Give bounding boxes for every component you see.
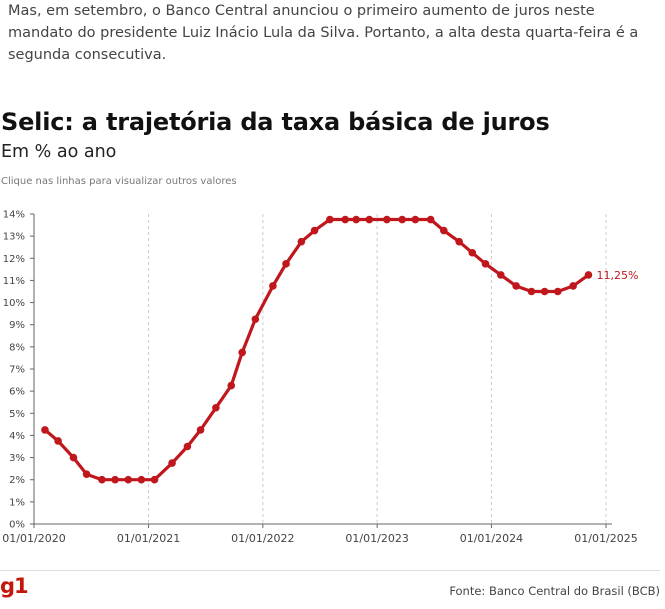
intro-paragraph: Mas, em setembro, o Banco Central anunci… [8, 3, 639, 63]
selic-data-point[interactable] [569, 282, 577, 290]
selic-data-point[interactable] [251, 315, 260, 323]
selic-data-point[interactable] [481, 260, 490, 268]
selic-data-point[interactable] [455, 237, 463, 246]
selic-data-point[interactable] [411, 215, 420, 224]
selic-data-point[interactable] [124, 475, 133, 484]
y-tick-label: 7% [9, 365, 25, 376]
x-tick-label: 01/01/2023 [345, 532, 408, 545]
selic-data-point[interactable] [69, 453, 78, 462]
selic-data-point[interactable] [282, 260, 290, 268]
y-tick-label: 4% [9, 431, 25, 442]
selic-data-point[interactable] [297, 237, 306, 246]
selic-line-chart[interactable]: 0% 1% 2% 3% 4% 5% 6% 7% 8% 9% 10% 11% 12% 13% 14% 01/01… [0, 200, 665, 555]
selic-data-point[interactable] [150, 475, 159, 484]
selic-data-point[interactable] [540, 287, 549, 296]
selic-data-point[interactable] [426, 215, 435, 224]
selic-data-point[interactable] [212, 403, 220, 412]
selic-data-point[interactable] [512, 282, 520, 290]
chart-hint: Clique nas linhas para visualizar outros… [1, 176, 237, 187]
y-tick-label: 1% [9, 497, 25, 508]
y-tick-label: 12% [3, 254, 25, 265]
selic-data-point[interactable] [111, 475, 119, 484]
end-value-label: 11,25% [596, 269, 638, 282]
y-tick-label: 0% [9, 520, 25, 531]
selic-data-point[interactable] [341, 215, 350, 224]
y-tick-label: 2% [9, 475, 25, 486]
selic-data-point[interactable] [310, 226, 319, 235]
y-tick-label: 3% [9, 453, 25, 464]
footer-divider [0, 570, 660, 571]
y-tick-label: 11% [3, 276, 25, 287]
selic-data-point[interactable] [440, 226, 448, 235]
y-tick-label: 9% [9, 320, 25, 331]
selic-data-point[interactable] [497, 271, 505, 279]
selic-data-point[interactable] [398, 215, 406, 224]
selic-data-point[interactable] [183, 442, 192, 451]
selic-data-point[interactable] [527, 287, 536, 296]
x-tick-label: 01/01/2020 [2, 532, 65, 545]
selic-data-point[interactable] [238, 348, 246, 357]
selic-data-point[interactable] [365, 215, 374, 224]
y-tick-label: 13% [3, 232, 25, 243]
selic-data-point[interactable] [227, 381, 236, 390]
selic-data-point[interactable] [468, 248, 477, 257]
selic-data-point[interactable] [41, 426, 49, 434]
selic-data-point[interactable] [584, 271, 593, 279]
x-tick-label: 01/01/2021 [117, 532, 180, 545]
x-tick-label: 01/01/2025 [574, 532, 637, 545]
x-tick-label: 01/01/2024 [460, 532, 523, 545]
selic-data-point[interactable] [269, 282, 277, 290]
x-tick-label: 01/01/2022 [231, 532, 294, 545]
selic-data-point[interactable] [98, 475, 106, 484]
selic-data-point[interactable] [196, 426, 205, 434]
selic-data-point[interactable] [168, 459, 176, 467]
y-tick-label: 10% [3, 298, 25, 309]
selic-series-line[interactable] [43, 217, 591, 482]
y-tick-label: 14% [3, 210, 25, 221]
y-tick-label: 8% [9, 342, 25, 353]
chart-subtitle: Em % ao ano [1, 142, 117, 162]
chart-title: Selic: a trajetória da taxa básica de ju… [1, 108, 550, 136]
selic-data-point[interactable] [326, 215, 334, 224]
selic-data-point[interactable] [82, 470, 91, 478]
selic-data-point[interactable] [352, 215, 360, 224]
selic-data-point[interactable] [137, 475, 146, 484]
y-tick-label: 5% [9, 409, 25, 420]
source-note: Fonte: Banco Central do Brasil (BCB) [449, 584, 660, 598]
selic-data-point[interactable] [54, 437, 62, 445]
y-tick-label: 6% [9, 387, 25, 398]
g1-logo: g1 [0, 574, 29, 598]
selic-data-point[interactable] [553, 287, 562, 296]
selic-data-point[interactable] [383, 215, 391, 224]
